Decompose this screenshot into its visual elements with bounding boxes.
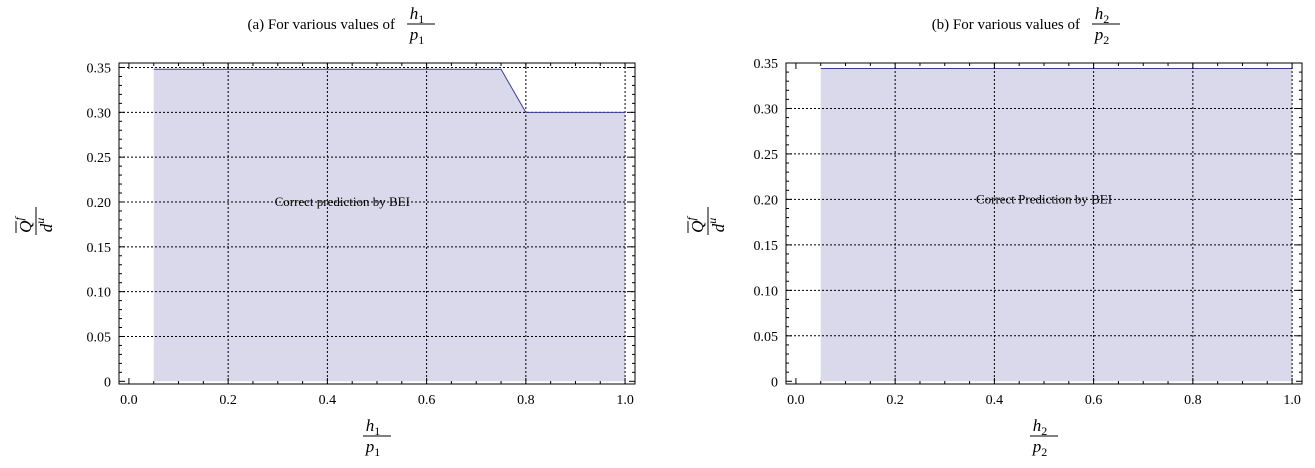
title-prefix: (a) For various values of	[248, 17, 395, 33]
chart-b: 0.0 0.2 0.4 0.6 0.8 1.0 0 0.05 0.10 0.15 0.20 0.25 0…	[684, 4, 1303, 459]
x-tick-label: 1.0	[1283, 393, 1301, 408]
y-tick-label: 0.05	[87, 330, 112, 345]
y-axis-label-denominator: du	[33, 218, 56, 233]
x-tick-label: 0.4	[319, 393, 337, 408]
x-axis-label-numerator: h2	[1033, 416, 1048, 438]
x-tick-label: 0.2	[219, 393, 237, 408]
y-axis-label-numerator: Qf	[12, 216, 35, 233]
x-tick-label: 0.6	[1085, 393, 1103, 408]
y-tick-label: 0.15	[87, 241, 112, 256]
y-tick-label: 0.10	[754, 284, 779, 299]
x-axis-label-denominator: p1	[365, 437, 381, 459]
y-tick-label: 0.30	[87, 106, 112, 121]
y-tick-label: 0.35	[754, 57, 779, 72]
chart-a: 0.0 0.2 0.4 0.6 0.8 1.0 0 0.05 0.10 0.15 0.20 0.25 0…	[12, 4, 636, 459]
y-axis-label-numerator: Qf	[684, 216, 707, 233]
region-annotation: Correct Prediction by BEI	[976, 191, 1112, 206]
x-tick-label: 1.0	[616, 393, 634, 408]
y-tick-label: 0.15	[754, 239, 779, 254]
x-tick-label: 0.8	[1184, 393, 1202, 408]
region-boundary-line	[153, 68, 626, 113]
x-tick-label: 0.4	[986, 393, 1004, 408]
region-annotation: Correct prediction by BEI	[275, 194, 410, 209]
y-axis-label-denominator: du	[705, 218, 728, 233]
y-tick-label: 0.25	[754, 148, 779, 163]
y-tick-label: 0.10	[87, 286, 112, 301]
y-tick-label: 0.35	[87, 61, 112, 76]
y-tick-label: 0	[104, 375, 111, 390]
x-axis-label-denominator: p2	[1032, 437, 1048, 459]
x-tick-label: 0.6	[418, 393, 436, 408]
x-tick-label: 0.0	[120, 393, 138, 408]
title-numerator: h2	[1095, 4, 1110, 26]
title-denominator: p1	[409, 25, 425, 47]
y-tick-label: 0.05	[754, 330, 779, 345]
title-prefix: (b) For various values of	[932, 17, 1080, 33]
x-tick-label: 0.0	[787, 393, 805, 408]
y-tick-label: 0.25	[87, 151, 112, 166]
title-denominator: p2	[1094, 25, 1110, 47]
y-tick-label: 0	[771, 375, 778, 390]
region-fill	[820, 68, 1293, 382]
y-tick-label: 0.20	[87, 196, 112, 211]
title-numerator: h1	[410, 4, 425, 26]
region-fill	[153, 69, 626, 382]
y-tick-label: 0.20	[754, 193, 779, 208]
x-axis-label-numerator: h1	[366, 416, 381, 438]
x-tick-label: 0.2	[886, 393, 904, 408]
y-tick-label: 0.30	[754, 102, 779, 117]
x-tick-label: 0.8	[517, 393, 535, 408]
